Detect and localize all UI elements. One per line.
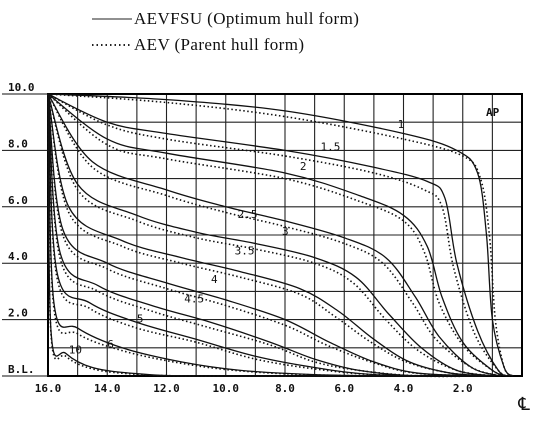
y-tick-label: 2.0 [8, 307, 28, 320]
curve-label-1: 1 [398, 118, 405, 131]
legend-solid-line-icon [92, 18, 132, 20]
x-tick-label: 6.0 [334, 382, 354, 395]
curve-label-3: 3 [282, 225, 289, 238]
legend-label-parent: AEV (Parent hull form) [134, 35, 305, 54]
curve-parent-1 [47, 93, 514, 377]
x-tick-label: 16.0 [35, 382, 62, 395]
curve-label-4.5: 4.5 [184, 293, 204, 306]
legend: AEVFSU (Optimum hull form) AEV (Parent h… [92, 6, 359, 58]
curve-parent-2.5 [47, 93, 502, 377]
curve-label-5: 5 [137, 312, 144, 325]
curve-optimum-4.5 [47, 93, 484, 378]
y-tick-label: 10.0 [8, 81, 35, 94]
curve-label-3.5: 3.5 [235, 245, 255, 258]
curve-parent-1.5 [47, 93, 511, 377]
x-tick-label: 12.0 [153, 382, 180, 395]
legend-label-optimum: AEVFSU (Optimum hull form) [134, 9, 360, 28]
curve-parent-4 [47, 93, 487, 377]
curve-optimum-10 [47, 93, 478, 377]
x-tick-label: 10.0 [213, 382, 240, 395]
x-tick-label: 8.0 [275, 382, 295, 395]
curve-label-1.5: 1.5 [321, 140, 341, 153]
curve-optimum-1 [47, 93, 514, 377]
chart-curves [47, 93, 514, 378]
y-tick-label: 6.0 [8, 194, 28, 207]
x-tick-label: 14.0 [94, 382, 121, 395]
x-tick-label: 4.0 [394, 382, 414, 395]
curve-optimum-4 [47, 93, 487, 377]
y-tick-label: 4.0 [8, 250, 28, 263]
curve-label-6: 6 [107, 338, 114, 351]
y-tick-label: 8.0 [8, 137, 28, 150]
legend-item-parent: AEV (Parent hull form) [92, 32, 359, 58]
curve-parent-2 [47, 93, 508, 377]
x-tick-label: 2.0 [453, 382, 473, 395]
centerline-symbol: ℄ [516, 394, 532, 415]
curve-parent-3 [47, 93, 496, 377]
curve-labels: 1 1.5 2 2.5 3 3.5 4 4.5 5 6 10 [69, 118, 404, 357]
y-axis-labels: B.L. 2.0 4.0 6.0 8.0 10.0 [2, 81, 48, 377]
curve-label-2: 2 [300, 160, 307, 173]
curve-label-2.5: 2.5 [238, 208, 258, 221]
y-tick-label: B.L. [8, 363, 35, 376]
curve-parent-3.5 [47, 93, 493, 377]
curve-label-4: 4 [211, 273, 218, 286]
corner-label: AP [486, 106, 500, 119]
legend-item-optimum: AEVFSU (Optimum hull form) [92, 6, 359, 32]
curve-label-10: 10 [69, 343, 82, 356]
curve-optimum-3 [47, 93, 496, 377]
curve-optimum-2.5 [47, 93, 502, 377]
x-axis-labels: 16.0 14.0 12.0 10.0 8.0 6.0 4.0 2.0 [35, 382, 473, 395]
curve-optimum-1.5 [47, 93, 511, 377]
curve-optimum-2 [47, 93, 508, 377]
